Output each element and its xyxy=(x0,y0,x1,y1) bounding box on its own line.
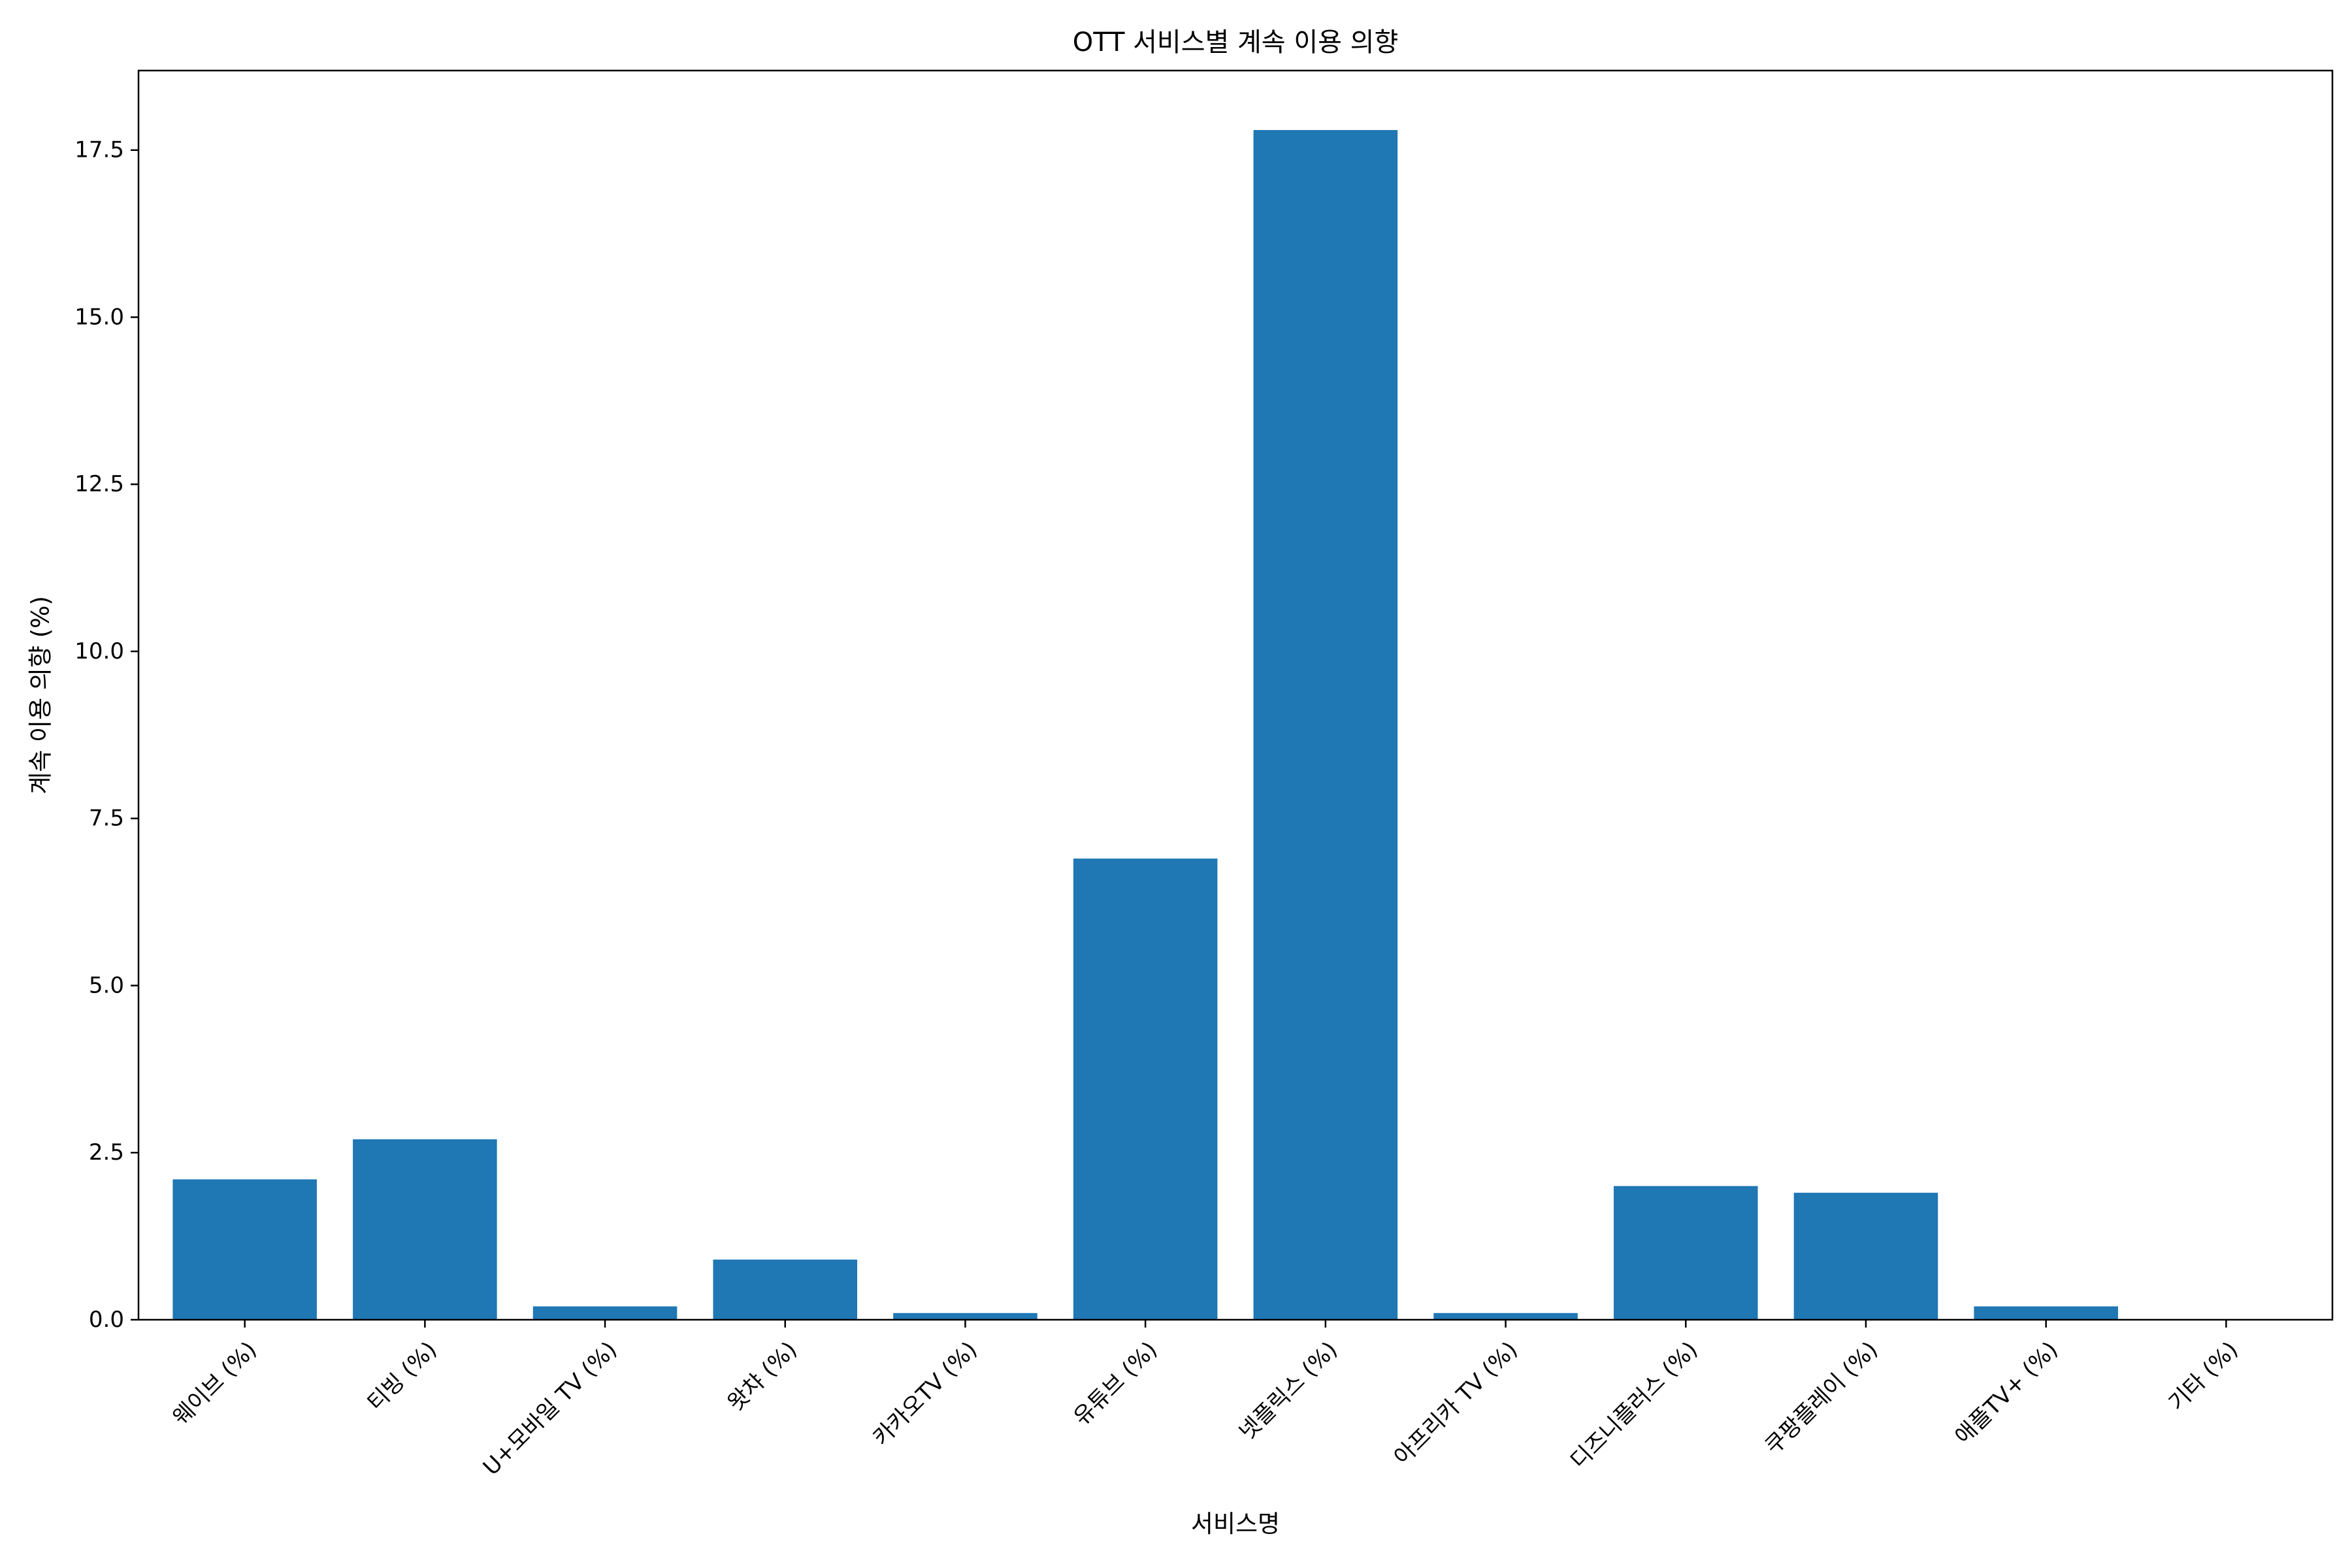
bar xyxy=(1793,1192,1938,1320)
bar xyxy=(1073,858,1218,1320)
y-tick-label: 12.5 xyxy=(74,471,124,497)
x-axis-label: 서비스명 xyxy=(1191,1510,1280,1538)
bar xyxy=(713,1259,858,1320)
plot-frame xyxy=(137,69,2334,1321)
y-tick-label: 15.0 xyxy=(74,304,124,330)
bar xyxy=(532,1306,678,1320)
y-tick-label: 17.5 xyxy=(74,137,124,163)
y-tick-label: 10.0 xyxy=(74,638,124,664)
bar xyxy=(1974,1306,2118,1320)
y-axis-label: 계속 이용 의향 (%) xyxy=(27,596,55,794)
bar xyxy=(172,1179,317,1320)
y-axis-ticks: 0.0 2.5 5.0 7.5 10.0 12.5 15.0 17.5 xyxy=(74,137,139,1333)
bars-group xyxy=(172,130,2118,1320)
chart-title: OTT 서비스별 계속 이용 의향 xyxy=(1073,27,1399,57)
y-tick-label: 0.0 xyxy=(89,1307,124,1333)
y-tick-label: 7.5 xyxy=(89,806,124,832)
bar xyxy=(353,1139,497,1320)
bar xyxy=(1433,1313,1578,1320)
y-tick-label: 2.5 xyxy=(89,1139,124,1166)
bar xyxy=(1253,130,1398,1320)
y-tick-label: 5.0 xyxy=(89,972,124,998)
bar xyxy=(1613,1186,1758,1320)
bar xyxy=(893,1313,1037,1320)
